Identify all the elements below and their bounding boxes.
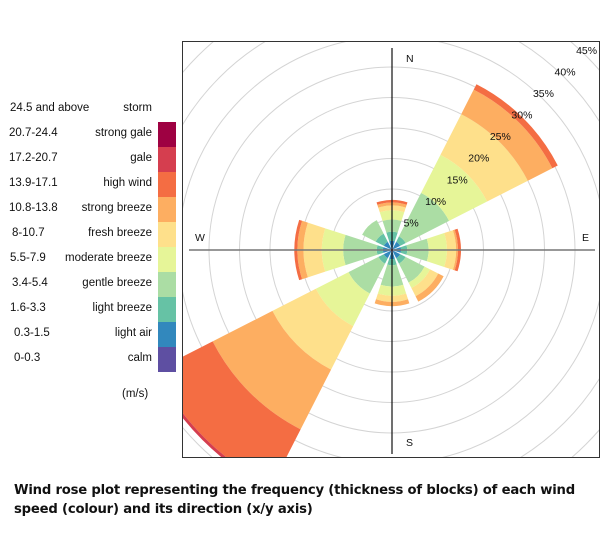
sector-e-segment	[452, 229, 458, 271]
legend-unit-label: (m/s)	[122, 388, 149, 400]
compass-label-south: S	[406, 437, 413, 449]
legend-item: 3.4-5.4 gentle breeze	[0, 272, 176, 297]
legend-item: 24.5 and above storm	[0, 97, 176, 122]
sector-w-segment	[294, 219, 303, 281]
legend-item: 10.8-13.8 strong breeze	[0, 197, 176, 222]
legend-speed-name: gentle breeze	[82, 277, 152, 289]
legend-speed-range: 0-0.3	[14, 352, 41, 364]
radial-tick-label: 20%	[468, 153, 489, 165]
legend-speed-name: moderate breeze	[65, 252, 152, 264]
legend-item: 5.5-7.9 moderate breeze	[0, 247, 176, 272]
legend-item: 20.7-24.4 strong gale	[0, 122, 176, 147]
sector-se-segment	[398, 256, 425, 283]
compass-label-west: W	[195, 232, 205, 244]
legend-item: 0-0.3 calm	[0, 347, 176, 372]
sector-se-segment	[411, 269, 439, 297]
legend-speed-range: 10.8-13.8	[9, 202, 58, 214]
legend-speed-range: 20.7-24.4	[9, 127, 58, 139]
radial-tick-label: 30%	[511, 110, 532, 122]
radial-tick-label: 40%	[555, 66, 576, 78]
legend-speed-name: storm	[123, 102, 152, 114]
legend-speed-range: 24.5 and above	[10, 102, 90, 114]
wind-rose-plot: N E S W 5% 10% 15% 20% 25% 30% 35% 40% 45%	[182, 41, 600, 458]
sector-nw-segment	[375, 233, 388, 246]
legend-color-swatch	[158, 222, 176, 247]
legend-color-swatch	[158, 347, 176, 372]
figure-caption: Wind rose plot representing the frequenc…	[14, 483, 575, 517]
legend-color-swatch	[158, 172, 176, 197]
sector-ne-segment	[461, 89, 553, 181]
legend-speed-range: 0.3-1.5	[14, 327, 50, 339]
legend-color-swatch	[158, 122, 176, 147]
legend-speed-range: 8-10.7	[12, 227, 45, 239]
sector-se-segment	[415, 273, 444, 302]
sector-se-segment	[392, 250, 401, 259]
legend-speed-name: gale	[130, 152, 152, 164]
sector-sw-segment	[212, 310, 332, 430]
sector-ne-segment	[473, 84, 558, 169]
radial-tick-label: 45%	[576, 45, 597, 57]
sector-se-segment	[408, 266, 431, 289]
radial-tick-label: 25%	[490, 131, 511, 143]
legend-speed-name: high wind	[103, 177, 152, 189]
legend-color-swatch	[158, 297, 176, 322]
legend-item: 1.6-3.3 light breeze	[0, 297, 176, 322]
radial-tick-label: 15%	[447, 174, 468, 186]
sector-ne-segment	[440, 114, 528, 202]
radial-tick-label: 10%	[425, 196, 446, 208]
legend-speed-name: strong breeze	[81, 202, 152, 214]
sector-ne-segment	[421, 154, 488, 221]
radial-tick-label: 5%	[404, 217, 419, 229]
compass-label-east: E	[582, 232, 589, 244]
legend: 24.5 and above storm 20.7-24.4 strong gale 1…	[0, 0, 182, 420]
legend-speed-name: light air	[114, 327, 152, 339]
sector-sw-segment	[378, 254, 388, 264]
compass-label-north: N	[406, 53, 414, 65]
sector-sw-segment	[383, 250, 392, 259]
legend-speed-range: 13.9-17.1	[9, 177, 58, 189]
legend-speed-name: calm	[127, 352, 152, 364]
legend-speed-name: strong gale	[95, 127, 152, 139]
legend-color-swatch	[158, 197, 176, 222]
sector-sw-segment	[183, 341, 301, 457]
legend-speed-range: 5.5-7.9	[10, 252, 46, 264]
legend-item: 17.2-20.7 gale	[0, 147, 176, 172]
legend-speed-range: 3.4-5.4	[12, 277, 48, 289]
legend-item: 13.9-17.1 high wind	[0, 172, 176, 197]
legend-speed-range: 1.6-3.3	[10, 302, 46, 314]
legend-color-swatch	[158, 147, 176, 172]
sector-sw-segment	[272, 288, 354, 370]
sector-ne-segment	[396, 236, 406, 246]
legend-color-swatch	[158, 272, 176, 297]
wind-rose-svg: N E S W 5% 10%15%20%25%30%35%40%45%	[183, 42, 599, 457]
legend-speed-name: fresh breeze	[88, 227, 152, 239]
legend-color-swatch	[158, 247, 176, 272]
sector-ne-segment	[398, 192, 450, 244]
sector-se-segment	[396, 254, 406, 264]
legend-item: 8-10.7 fresh breeze	[0, 222, 176, 247]
legend-speed-name: light breeze	[92, 302, 152, 314]
sector-ne-segment	[392, 241, 401, 250]
radial-tick-label: 35%	[533, 88, 554, 100]
legend-item: 0.3-1.5 light air	[0, 322, 176, 347]
sector-sw-segment	[348, 256, 386, 294]
sector-e-segment	[454, 228, 461, 272]
sector-sw-segment	[315, 272, 370, 327]
sector-nw-segment	[383, 241, 392, 250]
sector-nw-segment	[362, 220, 384, 242]
legend-color-swatch	[158, 322, 176, 347]
legend-speed-range: 17.2-20.7	[9, 152, 58, 164]
